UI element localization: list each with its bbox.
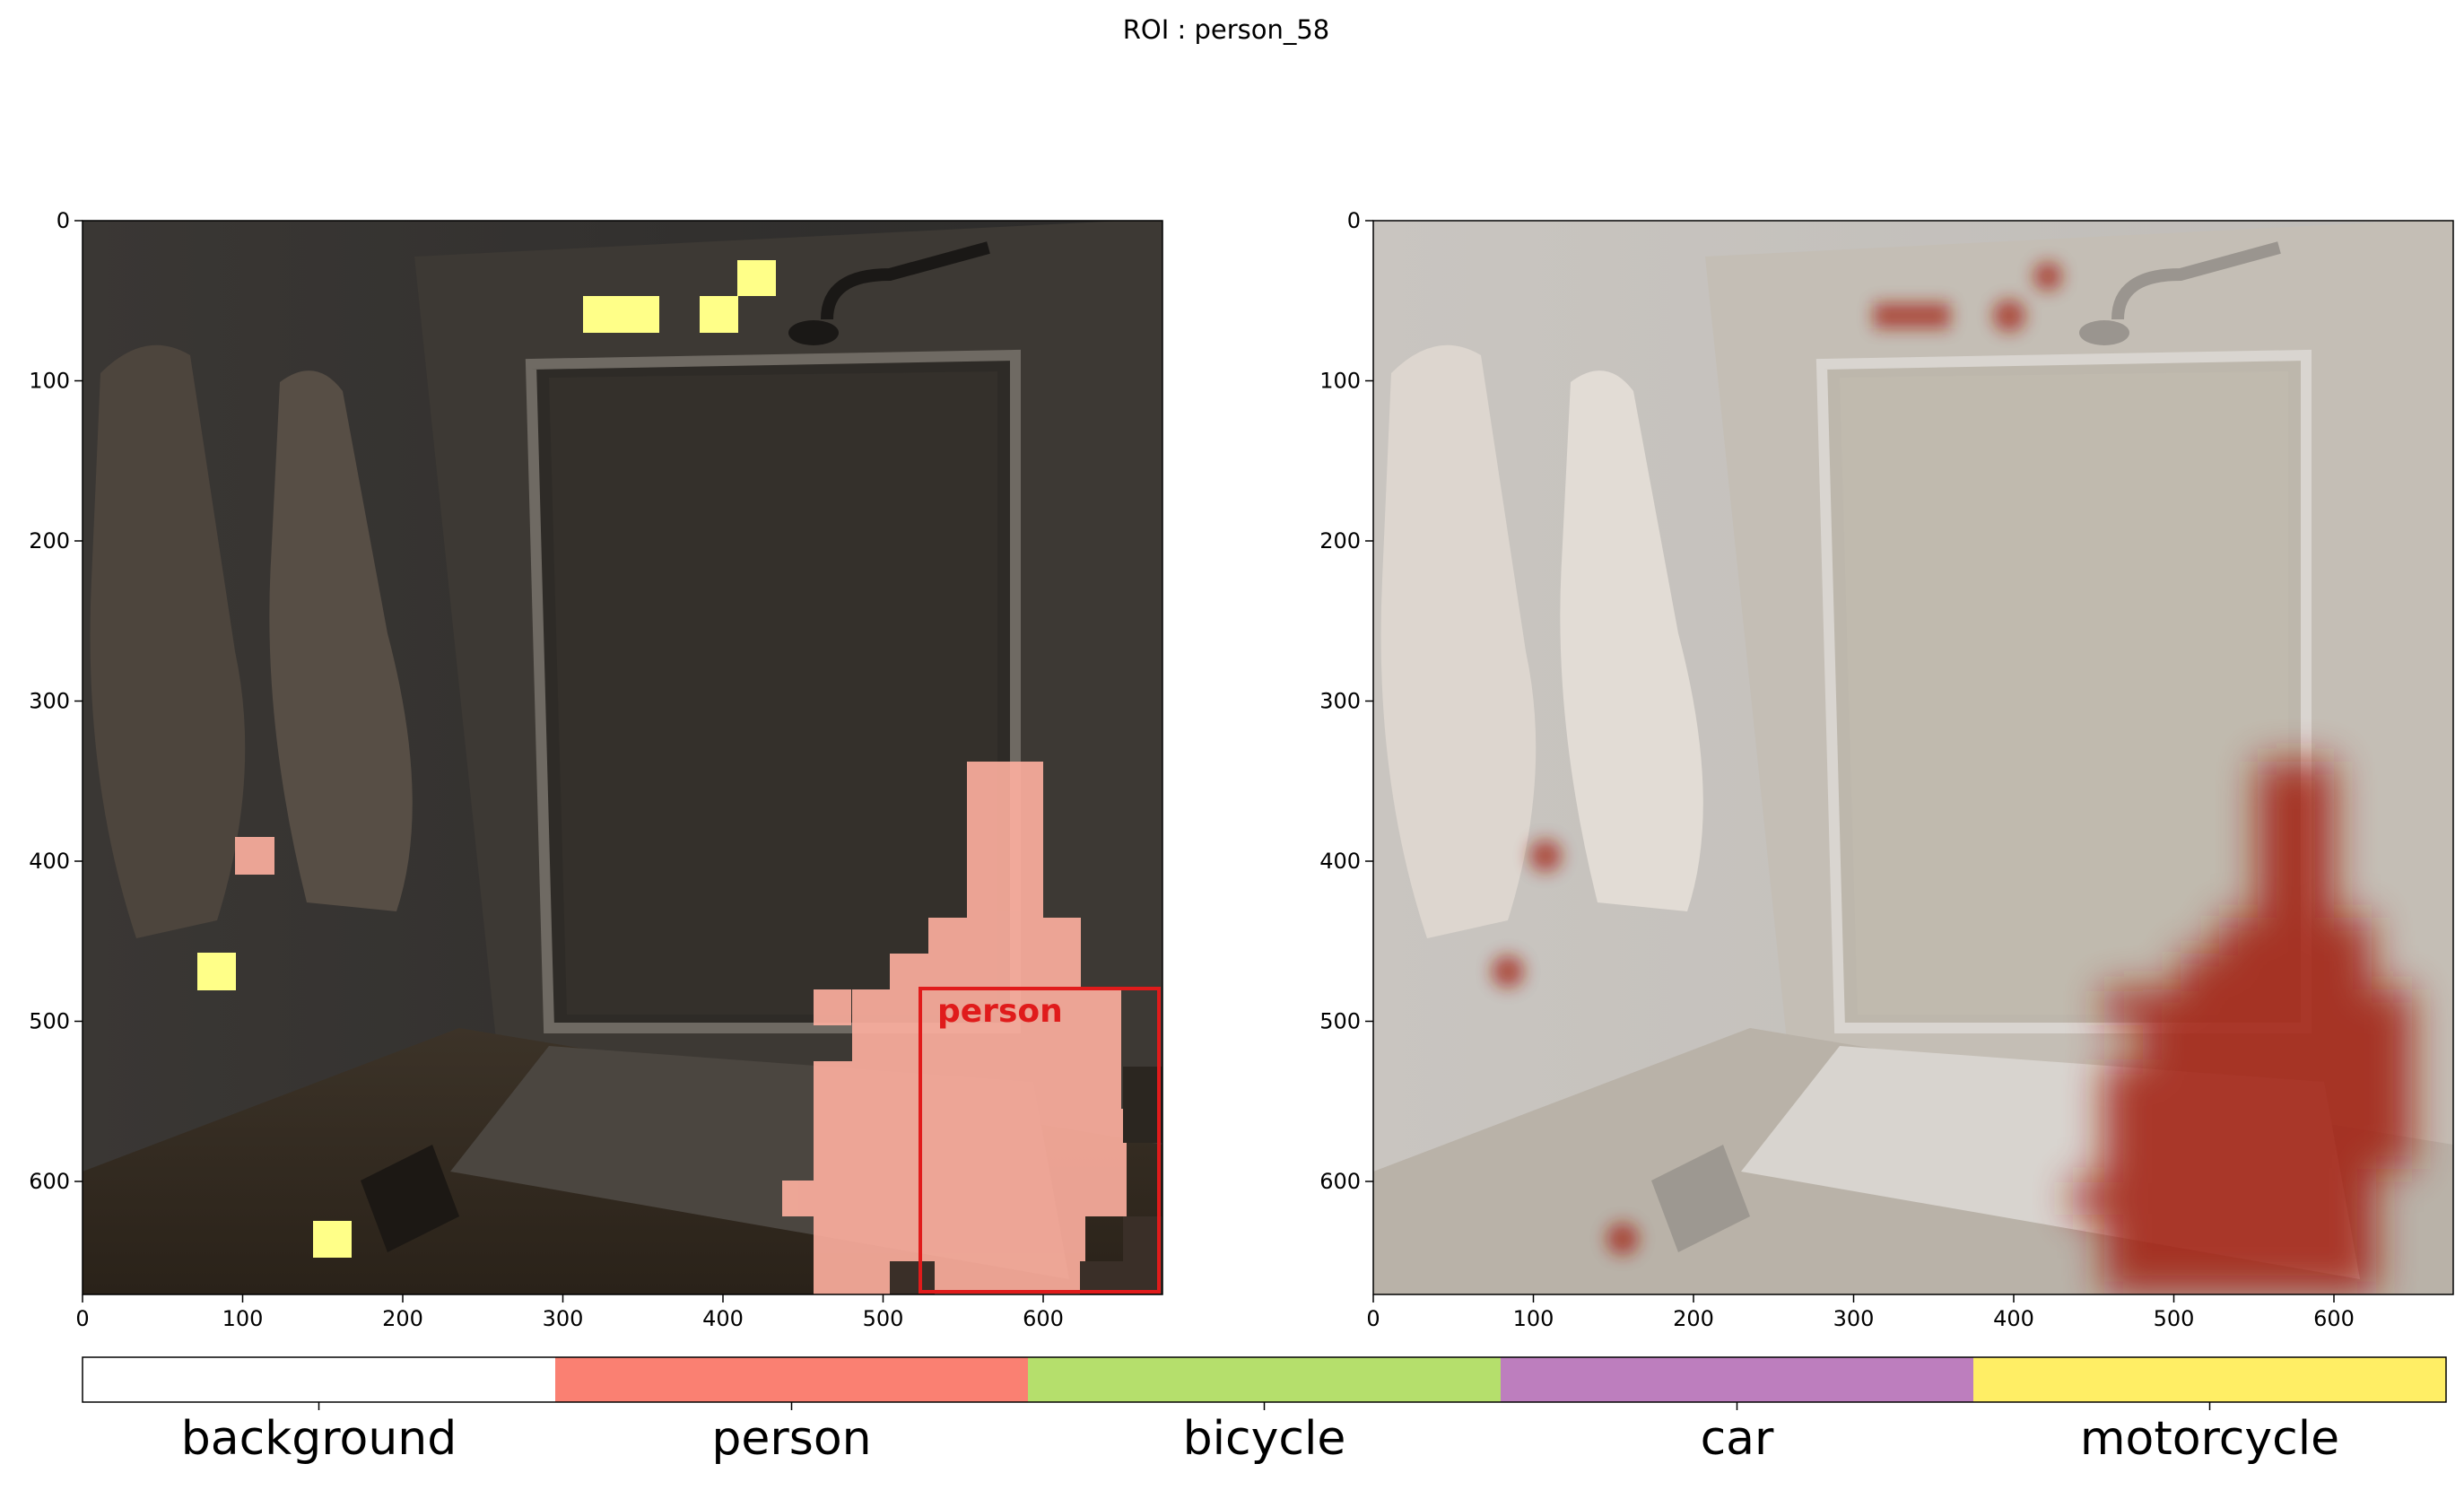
y-tick-label: 400: [29, 849, 70, 874]
y-tick-label: 300: [29, 689, 70, 714]
detection-label: person: [937, 993, 1063, 1030]
x-tick-label: 300: [543, 1306, 584, 1331]
legend-frame: [82, 1356, 2447, 1403]
person-mask: [235, 762, 1127, 1294]
left-axis-ticks: 0 100 200 300 400 500 600 0 100 200 300 400 500 600: [29, 208, 1064, 1331]
y-tick-label: 0: [1347, 208, 1361, 233]
y-tick-label: 0: [57, 208, 70, 233]
right-panel: 0 100 200 300 400 500 600 0 100 200 300 400 500 600: [1319, 208, 2454, 1331]
y-tick-label: 600: [1319, 1169, 1361, 1194]
y-tick-label: 300: [1319, 689, 1361, 714]
x-tick-label: 400: [1993, 1306, 2034, 1331]
x-tick-label: 500: [2154, 1306, 2195, 1331]
left-axes-frame: [82, 220, 1163, 1295]
class-legend: background person bicycle car motorcycle: [82, 1356, 2447, 1466]
x-tick-label: 100: [222, 1306, 264, 1331]
legend-swatch-car: [1501, 1357, 1973, 1402]
legend-label-motorcycle: motorcycle: [2080, 1412, 2339, 1466]
y-tick-label: 400: [1319, 849, 1361, 874]
y-tick-label: 100: [29, 369, 70, 394]
legend-label-background: background: [181, 1412, 457, 1466]
right-image: [1373, 221, 2453, 1294]
y-tick-label: 500: [1319, 1009, 1361, 1034]
legend-swatch-background: [83, 1357, 555, 1402]
x-tick-label: 0: [75, 1306, 89, 1331]
detection-box: [919, 987, 1161, 1294]
x-tick-label: 200: [382, 1306, 423, 1331]
legend-swatch-bicycle: [1028, 1357, 1501, 1402]
x-tick-label: 500: [863, 1306, 904, 1331]
left-image: person: [83, 221, 1162, 1294]
x-tick-label: 600: [1023, 1306, 1064, 1331]
x-tick-label: 100: [1513, 1306, 1554, 1331]
legend-label-bicycle: bicycle: [1183, 1412, 1346, 1466]
legend-label-person: person: [711, 1412, 871, 1466]
left-panel: person 0 100 200 300 400 500 600 0 100 200 300 400 5…: [29, 208, 1163, 1331]
attention-heatmap: [1492, 262, 2412, 1294]
x-tick-label: 300: [1833, 1306, 1875, 1331]
x-tick-label: 600: [2313, 1306, 2355, 1331]
y-tick-label: 100: [1319, 369, 1361, 394]
legend-label-car: car: [1701, 1412, 1774, 1466]
legend-swatch-person: [555, 1357, 1028, 1402]
y-tick-label: 200: [29, 528, 70, 553]
x-tick-label: 200: [1673, 1306, 1714, 1331]
right-axes-frame: [1372, 220, 2454, 1295]
motorcycle-mask: [197, 260, 776, 1258]
y-tick-label: 500: [29, 1009, 70, 1034]
x-tick-label: 400: [702, 1306, 744, 1331]
right-axis-ticks: 0 100 200 300 400 500 600 0 100 200 300 400 500 600: [1319, 208, 2355, 1331]
x-tick-label: 0: [1366, 1306, 1380, 1331]
legend-swatch-motorcycle: [1973, 1357, 2446, 1402]
y-tick-label: 600: [29, 1169, 70, 1194]
y-tick-label: 200: [1319, 528, 1361, 553]
figure-title: ROI : person_58: [1123, 14, 1330, 45]
